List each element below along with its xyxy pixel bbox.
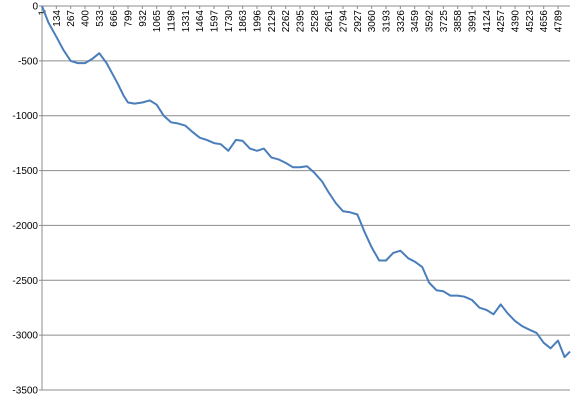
x-tick-label: 666: [109, 10, 120, 27]
gridlines: [42, 60, 570, 391]
x-tick-label: 3193: [382, 10, 393, 33]
x-tick-label: 3326: [396, 10, 407, 33]
x-tick-label: 799: [124, 10, 135, 27]
x-tick-label: 2262: [281, 10, 292, 33]
x-tick-label: 533: [95, 10, 106, 27]
x-tick-label: 2395: [296, 10, 307, 33]
y-axis: 0 -500 -1000 -1500 -2000 -2500 -3000 -3500: [12, 2, 43, 397]
x-tick-label: 932: [138, 10, 149, 27]
x-tick-label: 1863: [238, 10, 249, 33]
x-tick-label: 4523: [525, 10, 536, 33]
x-tick-label: 1331: [181, 10, 192, 33]
x-tick-label: 4390: [511, 10, 522, 33]
x-tick-label: 1996: [253, 10, 264, 33]
x-tick-label: 1730: [224, 10, 235, 33]
x-tick-label: 1464: [195, 10, 206, 33]
y-tick-label: -1500: [12, 166, 38, 177]
y-tick-label: 0: [32, 2, 38, 13]
x-tick-label: 3991: [468, 10, 479, 33]
series-group: [41, 5, 571, 359]
x-tick-label: 1065: [152, 10, 163, 33]
x-tick-label: 2927: [353, 10, 364, 33]
x-tick-label: 267: [66, 10, 77, 27]
series-line: [41, 5, 571, 359]
x-tick-label: 3592: [425, 10, 436, 33]
x-tick-label: 1597: [210, 10, 221, 33]
x-tick-label: 3858: [453, 10, 464, 33]
x-tick-label: 4789: [554, 10, 565, 33]
x-tick-label: 2661: [324, 10, 335, 33]
y-tick-label: -2500: [12, 276, 38, 287]
x-tick-label: 4656: [539, 10, 550, 33]
x-tick-label: 2794: [339, 10, 350, 33]
y-tick-label: -3000: [12, 331, 38, 342]
x-tick-label: 400: [81, 10, 92, 27]
x-tick-label: 4257: [496, 10, 507, 33]
y-tick-label: -1000: [12, 111, 38, 122]
x-axis: 1 134 267 400 533 666 799 932 1065 1198 1331 1464 15…: [38, 5, 570, 33]
x-tick-label: 3060: [367, 10, 378, 33]
x-tick-label: 134: [52, 10, 63, 27]
y-tick-label: -2000: [12, 221, 38, 232]
x-tick-label: 3725: [439, 10, 450, 33]
x-tick-label: 1: [38, 10, 49, 16]
y-tick-label: -500: [18, 56, 38, 67]
x-tick-label: 4124: [482, 10, 493, 33]
x-tick-label: 2528: [310, 10, 321, 33]
x-tick-label: 2129: [267, 10, 278, 33]
x-tick-label: 3459: [410, 10, 421, 33]
x-tick-label: 1198: [167, 10, 178, 32]
y-tick-label: -3500: [12, 386, 38, 397]
